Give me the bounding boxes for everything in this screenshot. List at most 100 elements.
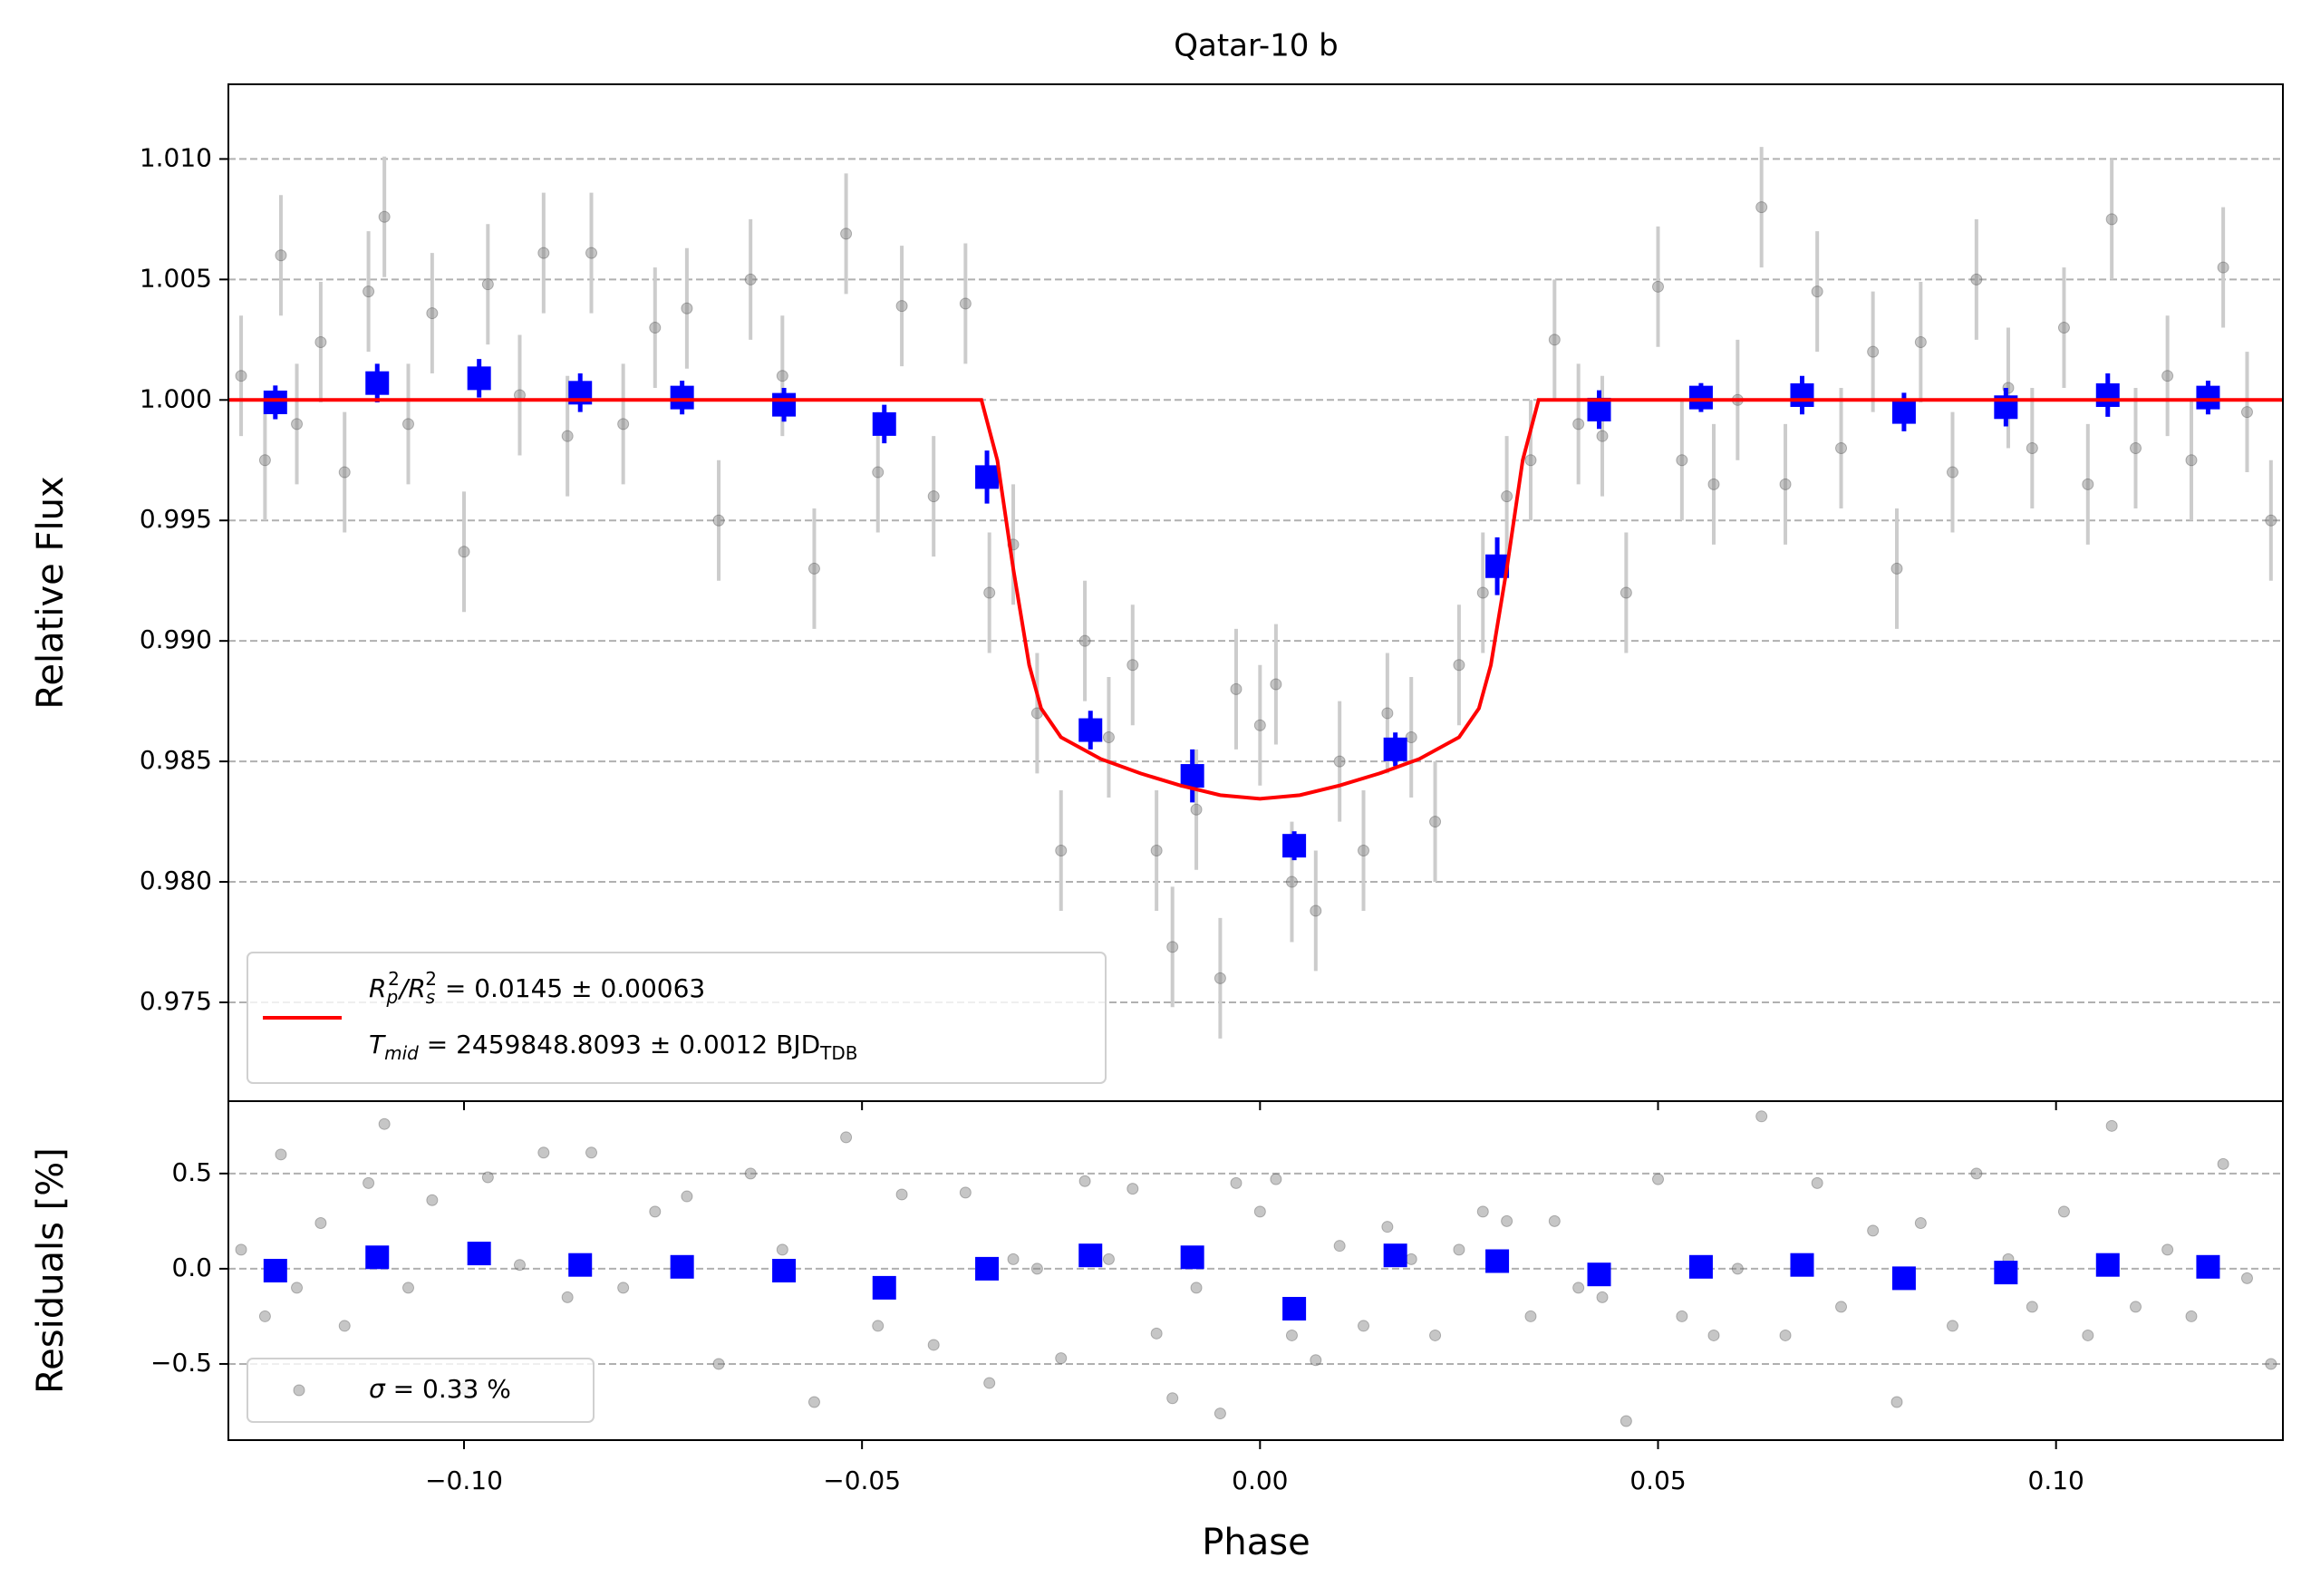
data-point (927, 1339, 940, 1351)
binned-point (2095, 382, 2120, 407)
data-point (1620, 586, 1632, 599)
legend-box (247, 952, 1107, 1084)
binned-point (568, 1253, 593, 1277)
data-point (1285, 1329, 1298, 1341)
data-point (1150, 844, 1163, 856)
data-point (744, 273, 757, 285)
data-point (1405, 1253, 1417, 1265)
data-point (1755, 1110, 1768, 1123)
data-point (1429, 1329, 1442, 1341)
data-point (2105, 1119, 2118, 1132)
legend-swatch (293, 1384, 305, 1397)
data-point (1214, 972, 1226, 984)
data-point (1476, 1205, 1489, 1218)
binned-point (1891, 1266, 1916, 1291)
data-point (1055, 844, 1068, 856)
data-point (291, 1282, 304, 1294)
data-point (1007, 1253, 1020, 1265)
x-tick-label: −0.05 (823, 1465, 901, 1495)
data-point (807, 1396, 820, 1408)
binned-point (467, 366, 491, 391)
data-point (561, 430, 574, 442)
data-point (1652, 1173, 1665, 1185)
data-point (1970, 1167, 1983, 1180)
data-point (1596, 1291, 1609, 1303)
data-point (363, 285, 375, 298)
data-point (1835, 1301, 1848, 1313)
data-point (258, 454, 271, 467)
data-point (1676, 1310, 1688, 1322)
binned-point (1078, 718, 1103, 742)
binned-point (365, 1245, 390, 1270)
data-point (1572, 1282, 1585, 1294)
data-point (2265, 514, 2277, 527)
data-point (235, 1243, 247, 1256)
binned-point (1688, 1254, 1713, 1279)
binned-point (1078, 1243, 1103, 1268)
data-point (378, 210, 391, 223)
data-point (927, 490, 940, 503)
data-point (1779, 1329, 1792, 1341)
binned-point (670, 1254, 694, 1279)
data-point (481, 1171, 494, 1184)
data-point (895, 1188, 908, 1201)
data-point (314, 1216, 327, 1229)
data-point (1548, 334, 1561, 346)
binned-point (2196, 1254, 2220, 1279)
binned-point (1180, 1245, 1204, 1270)
data-point (513, 1259, 526, 1272)
data-point (1230, 682, 1243, 695)
data-point (983, 586, 996, 599)
data-point (1476, 586, 1489, 599)
binned-point (1891, 400, 1916, 424)
axes-frame (227, 1100, 2284, 1441)
data-point (1811, 285, 1823, 298)
y-tick-label: 0.5 (171, 1157, 212, 1187)
data-point (1190, 1282, 1203, 1294)
data-point (1946, 466, 1958, 479)
data-point (2240, 1272, 2253, 1284)
data-point (1676, 454, 1688, 467)
data-point (585, 1146, 598, 1159)
data-point (2130, 441, 2142, 454)
binned-point (365, 371, 390, 395)
data-point (807, 562, 820, 575)
data-point (1572, 418, 1585, 430)
data-point (458, 546, 470, 558)
data-point (1230, 1176, 1243, 1189)
binned-point (263, 1259, 287, 1282)
data-point (2217, 261, 2229, 274)
binned-point (1790, 382, 1814, 407)
data-point (1501, 490, 1513, 503)
data-point (1253, 1205, 1266, 1218)
data-point (617, 418, 630, 430)
binned-point (1485, 1249, 1510, 1273)
data-point (1596, 430, 1609, 442)
data-point (1524, 454, 1537, 467)
data-point (338, 1320, 351, 1332)
data-point (1707, 1329, 1720, 1341)
y-axis-label: Residuals [%] (30, 1147, 72, 1394)
data-point (959, 1186, 972, 1199)
data-point (1811, 1176, 1823, 1189)
data-point (1055, 1352, 1068, 1365)
data-point (258, 1310, 271, 1322)
data-point (481, 278, 494, 291)
data-point (959, 297, 972, 310)
data-point (1270, 1173, 1282, 1185)
data-point (776, 1243, 788, 1256)
data-point (840, 227, 853, 240)
data-point (1190, 803, 1203, 816)
data-point (2217, 1157, 2229, 1170)
legend-box (247, 1358, 595, 1423)
data-point (1310, 904, 1322, 917)
data-point (275, 249, 287, 262)
data-point (1166, 941, 1179, 953)
y-axis-label: Relative Flux (30, 476, 72, 709)
y-tick-label: −0.5 (150, 1348, 212, 1378)
data-point (1270, 678, 1282, 691)
data-point (840, 1131, 853, 1144)
data-point (402, 418, 415, 430)
binned-point (975, 1256, 1000, 1281)
data-point (1731, 1262, 1744, 1275)
